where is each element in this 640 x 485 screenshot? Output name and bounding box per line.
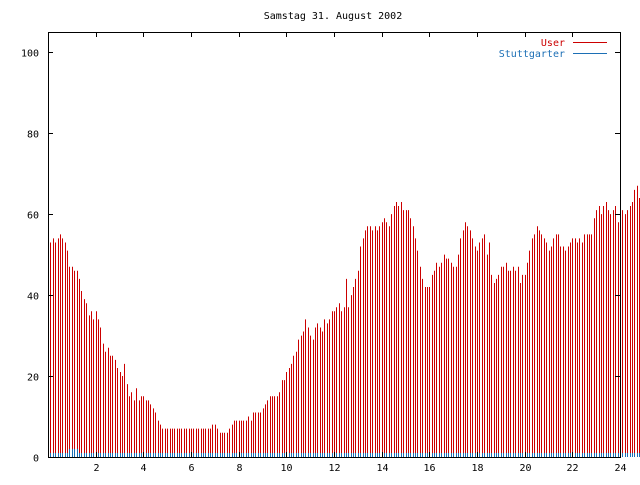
legend-label-user: User: [541, 38, 565, 49]
y-tick-label: 80: [27, 130, 39, 141]
legend-label-stuttgarter: Stuttgarter: [499, 49, 565, 60]
x-tick-label: 8: [236, 463, 242, 474]
x-tick-label: 4: [140, 463, 146, 474]
y-tick-label: 0: [33, 454, 39, 465]
y-tick-label: 60: [27, 211, 39, 222]
x-tick-label: 6: [188, 463, 194, 474]
x-tick-label: 20: [519, 463, 531, 474]
y-tick-label: 40: [27, 292, 39, 303]
x-tick-label: 2: [93, 463, 99, 474]
x-tick-label: 18: [471, 463, 483, 474]
y-tick-label: 20: [27, 373, 39, 384]
x-tick-label: 24: [614, 463, 626, 474]
x-tick-label: 14: [376, 463, 388, 474]
chart-title: Samstag 31. August 2002: [264, 11, 402, 22]
x-tick-label: 12: [328, 463, 340, 474]
x-tick-label: 22: [566, 463, 578, 474]
x-tick-label: 16: [423, 463, 435, 474]
y-tick-label: 100: [21, 49, 39, 60]
x-tick-label: 10: [280, 463, 292, 474]
